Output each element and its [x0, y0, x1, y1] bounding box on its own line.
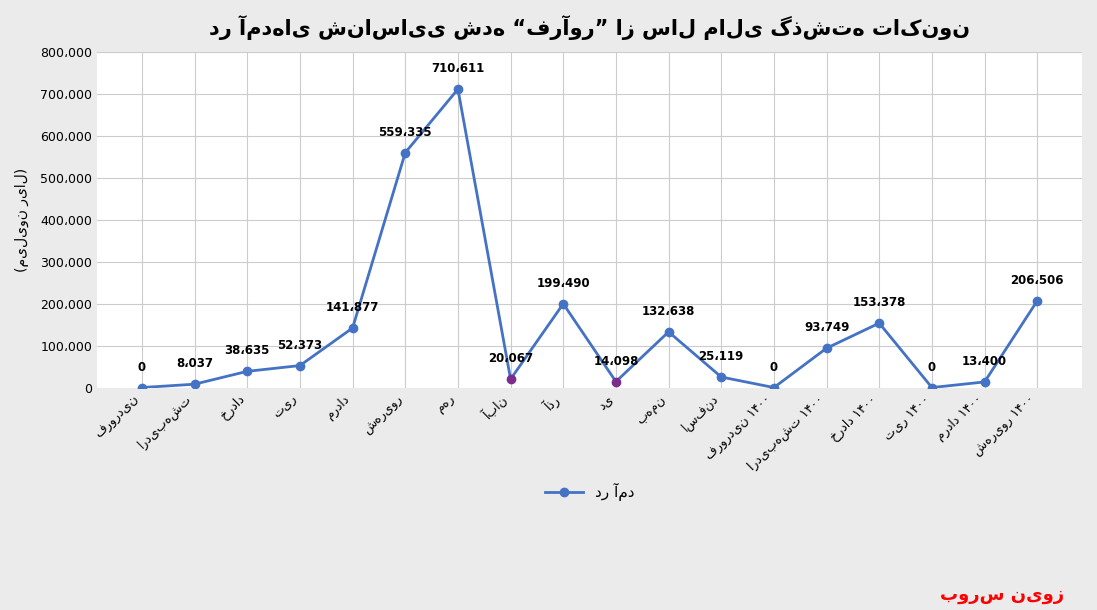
Text: بورس نیوز: بورس نیوز: [940, 586, 1064, 604]
Text: 132،638: 132،638: [642, 305, 695, 318]
Text: 25،119: 25،119: [699, 350, 744, 363]
Legend: در آمد: در آمد: [539, 478, 641, 508]
Text: 559،335: 559،335: [378, 126, 432, 138]
Y-axis label: (میلیون ریال): (میلیون ریال): [15, 168, 30, 271]
Text: 206،506: 206،506: [1010, 274, 1064, 287]
Text: 93،749: 93،749: [804, 321, 849, 334]
Text: 52،373: 52،373: [278, 339, 323, 352]
Text: 141،877: 141،877: [326, 301, 380, 314]
Text: 710،611: 710،611: [431, 62, 485, 75]
Text: 0: 0: [770, 361, 778, 374]
Text: 20،067: 20،067: [488, 352, 533, 365]
Text: 14،098: 14،098: [593, 355, 638, 368]
Text: 153،378: 153،378: [852, 296, 906, 309]
Text: 0: 0: [138, 361, 146, 374]
Text: 13،400: 13،400: [962, 355, 1007, 368]
Text: 8،037: 8،037: [177, 357, 213, 370]
Text: 0: 0: [928, 361, 936, 374]
Text: 38،635: 38،635: [225, 345, 270, 357]
Text: 199،490: 199،490: [536, 277, 590, 290]
Title: در آمدهای شناسایی شده “فرآور” از سال مالی گذشته تاکنون: در آمدهای شناسایی شده “فرآور” از سال مال…: [210, 15, 970, 40]
